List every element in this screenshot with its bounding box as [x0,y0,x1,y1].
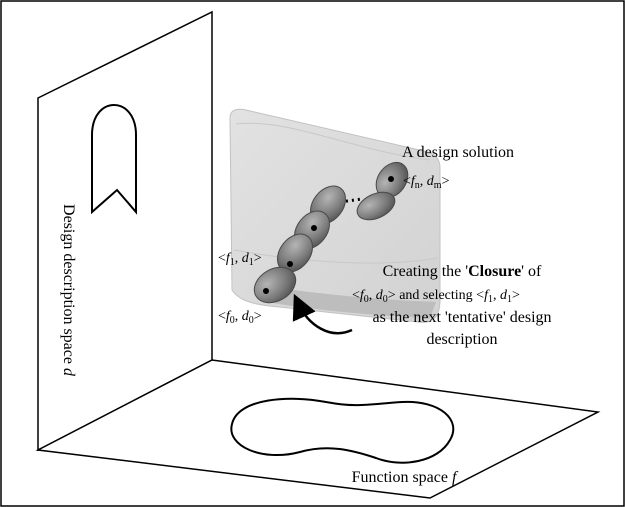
closure-arrow [292,293,353,335]
closure-caption-line1: Creating the 'Closure' of [383,263,542,280]
label-f0-d0: <f0, d0> [218,309,262,326]
function-shape [230,397,455,464]
point-f1-d1 [287,261,293,267]
label-fn-dm: <fn, dm> [403,174,450,191]
design-solution-label: A design solution [402,144,514,161]
surface-contour [233,249,439,264]
design-space-label: Design description space d [60,204,77,377]
design-shape [91,104,137,215]
point-intermediate [311,225,317,231]
closure-caption-line4: description [426,331,497,348]
closure-caption-line2: <f0, d0> and selecting <f1, d1> [352,288,520,305]
point-fn-dm [388,176,394,182]
closure-caption-line3: as the next 'tentative' design [372,309,551,326]
point-f0-d0 [263,288,269,294]
dotted-link [339,197,363,204]
function-space-label: Function space f [352,469,459,486]
surface-contour [235,122,431,161]
label-f1-d1: <f1, d1> [218,251,262,268]
